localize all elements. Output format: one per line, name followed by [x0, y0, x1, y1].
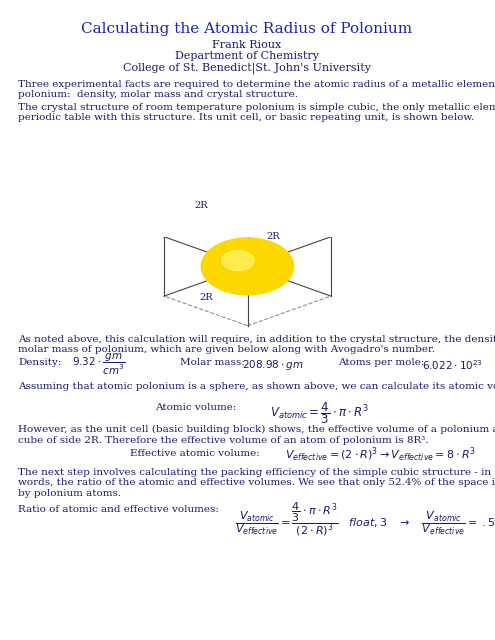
Text: Frank Rioux: Frank Rioux	[212, 40, 282, 50]
Text: Atomic volume:: Atomic volume:	[155, 403, 237, 412]
Text: $\dfrac{V_{atomic}}{V_{effective}} = \dfrac{\dfrac{4}{3} \cdot \pi \cdot R^3}{(2: $\dfrac{V_{atomic}}{V_{effective}} = \df…	[235, 500, 495, 538]
Text: Assuming that atomic polonium is a sphere, as shown above, we can calculate its : Assuming that atomic polonium is a spher…	[18, 382, 495, 391]
Text: $6.022 \cdot 10^{23}$: $6.022 \cdot 10^{23}$	[422, 358, 483, 372]
Text: Ratio of atomic and effective volumes:: Ratio of atomic and effective volumes:	[18, 505, 219, 514]
Text: College of St. Benedict|St. John's University: College of St. Benedict|St. John's Unive…	[123, 62, 371, 74]
Text: 2R: 2R	[199, 293, 213, 302]
Text: $V_{effective} = (2 \cdot R)^3 \rightarrow V_{effective} = 8 \cdot R^3$: $V_{effective} = (2 \cdot R)^3 \rightarr…	[285, 446, 476, 464]
Text: The crystal structure of room temperature polonium is simple cubic, the only met: The crystal structure of room temperatur…	[18, 103, 495, 122]
Text: Three experimental facts are required to determine the atomic radius of a metall: Three experimental facts are required to…	[18, 80, 495, 99]
Text: $208.98 \cdot gm$: $208.98 \cdot gm$	[242, 358, 303, 372]
Text: Department of Chemistry: Department of Chemistry	[175, 51, 319, 61]
Text: Calculating the Atomic Radius of Polonium: Calculating the Atomic Radius of Poloniu…	[82, 22, 412, 36]
Text: 2R: 2R	[194, 201, 208, 210]
Text: $V_{atomic} = \dfrac{4}{3} \cdot \pi \cdot R^3$: $V_{atomic} = \dfrac{4}{3} \cdot \pi \cd…	[270, 400, 369, 426]
Text: Effective atomic volume:: Effective atomic volume:	[130, 449, 260, 458]
Text: As noted above, this calculation will require, in addition to the crystal struct: As noted above, this calculation will re…	[18, 335, 495, 355]
Text: Molar mass:: Molar mass:	[180, 358, 245, 367]
Text: However, as the unit cell (basic building block) shows, the effective volume of : However, as the unit cell (basic buildin…	[18, 425, 495, 445]
Text: Density:: Density:	[18, 358, 61, 367]
Circle shape	[201, 238, 294, 295]
Text: $9.32 \cdot \dfrac{gm}{cm^3}$: $9.32 \cdot \dfrac{gm}{cm^3}$	[72, 352, 126, 377]
Text: 2R: 2R	[267, 232, 280, 241]
Text: The next step involves calculating the packing efficiency of the simple cubic st: The next step involves calculating the p…	[18, 468, 495, 498]
Circle shape	[222, 250, 254, 271]
Text: Atoms per mole:: Atoms per mole:	[338, 358, 424, 367]
